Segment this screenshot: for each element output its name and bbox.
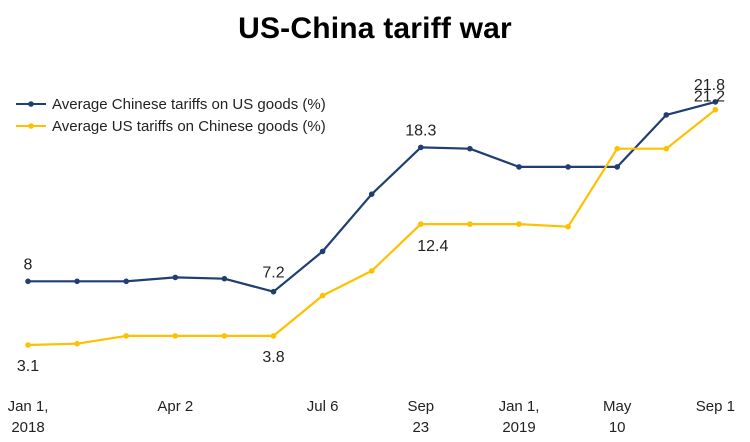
series-1-point: [123, 278, 129, 285]
data-labels: 8 7.2 18.3 21.8 3.1 3.8 12.4 21.2: [17, 77, 725, 375]
series-1-point: [319, 248, 326, 255]
series-2-point: [123, 333, 129, 339]
series-2-point: [614, 145, 620, 152]
series-1-point: [25, 278, 31, 285]
data-label: 8: [24, 256, 33, 273]
x-axis: Jan 1, 2018 Apr 2 Jul 6 Sep 23 Jan 1, 2019 May 10…: [8, 398, 735, 436]
series-1-point: [614, 164, 620, 170]
series-1-point: [74, 278, 80, 285]
x-tick-label: Sep 23: [407, 398, 434, 436]
x-tick-label: Apr 2: [157, 398, 193, 415]
series-2-point: [221, 333, 228, 339]
x-tick-label: Jan 1, 2019: [499, 398, 540, 436]
series-2-point: [663, 145, 670, 152]
series-1-point: [467, 145, 473, 152]
data-label: 12.4: [417, 238, 448, 255]
series-2-point: [172, 333, 179, 339]
x-tick-label: May 10: [603, 398, 632, 436]
data-label: 21.2: [694, 89, 725, 106]
legend-label: Average Chinese tariffs on US goods (%): [52, 96, 326, 113]
x-tick-label: Jul 6: [307, 398, 339, 415]
x-tick-label: Sep 1: [696, 398, 735, 415]
legend-swatch-marker: [28, 101, 34, 107]
series-1-point: [663, 112, 670, 118]
series-2-point: [25, 342, 31, 348]
series-1-point: [221, 275, 228, 282]
series-1-point: [712, 99, 719, 105]
legend: Average Chinese tariffs on US goods (%) A…: [16, 96, 326, 135]
series-1-point: [516, 164, 522, 170]
series-line-2: [27, 108, 717, 347]
series-2-point: [319, 292, 326, 299]
chart-title: US-China tariff war: [238, 12, 512, 45]
legend-swatch-marker: [28, 123, 34, 129]
data-label: 3.1: [17, 358, 39, 375]
series-2-point: [418, 221, 424, 227]
series-layer: [25, 99, 719, 348]
series-2-point: [270, 333, 277, 339]
data-label: 7.2: [262, 265, 284, 282]
series-2-point: [712, 106, 719, 113]
series-2-point: [467, 221, 473, 227]
series-2-point: [516, 221, 522, 227]
data-label: 3.8: [262, 349, 284, 366]
legend-label: Average US tariffs on Chinese goods (%): [52, 118, 326, 135]
series-2-point: [74, 340, 80, 347]
series-1-point: [270, 288, 277, 295]
data-label: 18.3: [405, 122, 436, 139]
series-1-point: [565, 164, 571, 170]
x-tick-label: Jan 1, 2018: [8, 398, 49, 436]
data-label: 21.8: [694, 77, 725, 94]
series-2-point: [565, 223, 571, 230]
series-1-point: [418, 144, 424, 151]
series-1-point: [368, 191, 375, 197]
series-1-point: [172, 274, 179, 281]
series-2-point: [368, 268, 375, 274]
